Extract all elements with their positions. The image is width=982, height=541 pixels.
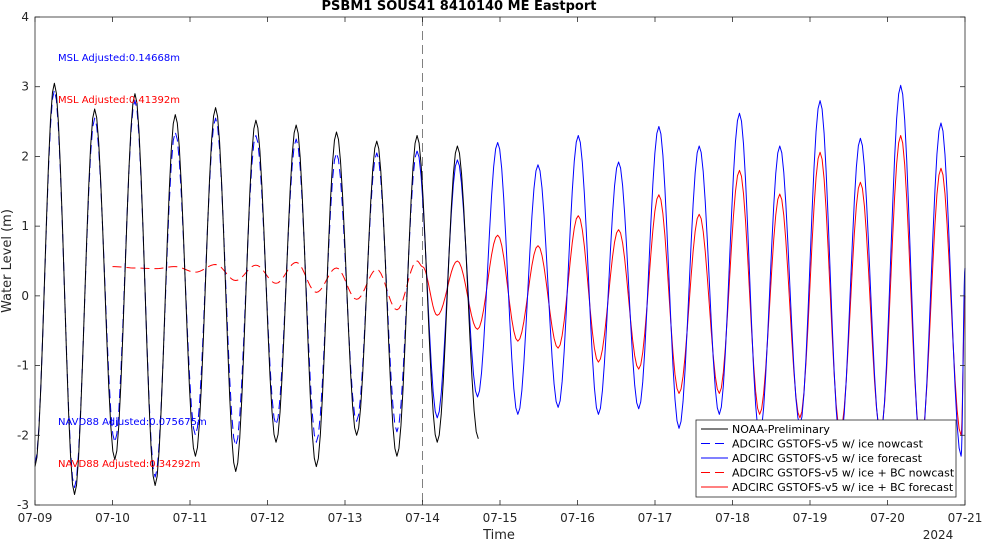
y-axis-label: Water Level (m) xyxy=(0,209,15,313)
legend-label: ADCIRC GSTOFS-v5 w/ ice + BC nowcast xyxy=(732,467,955,480)
x-tick-label: 07-18 xyxy=(715,511,750,525)
x-tick-label: 07-14 xyxy=(405,511,440,525)
annotations: MSL Adjusted:0.14668m MSL Adjusted:0.4139… xyxy=(58,53,207,470)
year-label: 2024 xyxy=(923,528,954,541)
x-tick-label: 07-19 xyxy=(793,511,828,525)
legend: NOAA-Preliminary ADCIRC GSTOFS-v5 w/ ice … xyxy=(695,419,957,498)
x-tick-label: 07-21 xyxy=(948,511,982,525)
y-tick-label: 2 xyxy=(21,149,29,163)
y-tick-label: 4 xyxy=(21,10,29,24)
x-tick-label: 07-11 xyxy=(173,511,208,525)
x-tick-label: 07-16 xyxy=(560,511,595,525)
annotation-text: MSL Adjusted:0.41392m xyxy=(58,95,180,106)
x-tick-label: 07-12 xyxy=(250,511,285,525)
x-axis-label: Time xyxy=(482,528,515,541)
y-tick-label: -2 xyxy=(17,428,29,442)
y-tick-label: 1 xyxy=(21,219,29,233)
x-tick-label: 07-09 xyxy=(18,511,53,525)
legend-box xyxy=(695,419,957,498)
x-axis: 07-09 07-10 07-11 07-12 07-13 07-14 07-15 07-16… xyxy=(18,17,982,525)
chart-title: PSBM1 SOUS41 8410140 ME Eastport xyxy=(322,0,597,14)
y-tick-label: 3 xyxy=(21,80,29,94)
x-tick-label: 07-15 xyxy=(483,511,518,525)
x-tick-label: 07-17 xyxy=(638,511,673,525)
annotation-text: MSL Adjusted:0.14668m xyxy=(58,53,180,64)
x-tick-label: 07-20 xyxy=(870,511,905,525)
legend-label: ADCIRC GSTOFS-v5 w/ ice forecast xyxy=(732,452,923,465)
legend-label: ADCIRC GSTOFS-v5 w/ ice nowcast xyxy=(732,438,924,451)
y-axis: -3 -2 -1 0 1 2 3 4 xyxy=(17,10,965,512)
legend-label: NOAA-Preliminary xyxy=(732,423,830,436)
legend-label: ADCIRC GSTOFS-v5 w/ ice + BC forecast xyxy=(732,481,954,494)
series-layer xyxy=(34,82,966,496)
y-tick-label: 0 xyxy=(21,289,29,303)
series-line-0 xyxy=(34,82,479,496)
y-tick-label: -1 xyxy=(17,359,29,373)
annotation-text: NAVD88 Adjusted:0.075675m xyxy=(58,417,207,428)
series-line-2 xyxy=(416,84,966,457)
series-line-3 xyxy=(112,260,423,311)
x-tick-label: 07-13 xyxy=(328,511,363,525)
y-tick-label: -3 xyxy=(17,498,29,512)
x-tick-label: 07-10 xyxy=(95,511,130,525)
annotation-text: NAVD88 Adjusted:0.34292m xyxy=(58,459,200,470)
